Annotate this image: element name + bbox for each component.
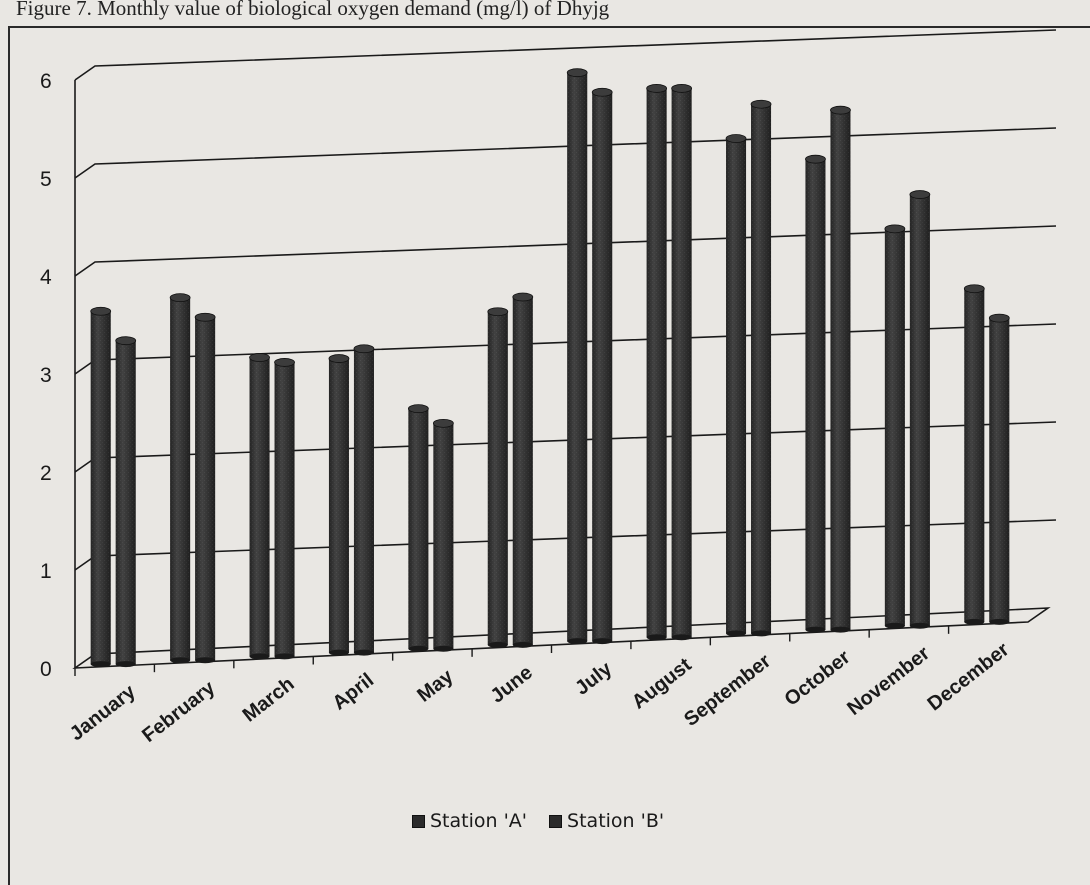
x-tick-label: February	[138, 676, 220, 747]
bar-station-a	[169, 293, 191, 664]
legend-label-station-a: Station 'A'	[430, 810, 528, 832]
figure-caption: Figure 7. Monthly value of biological ox…	[16, 0, 610, 20]
bar-station-a	[884, 224, 906, 629]
x-tick-label: July	[571, 657, 617, 700]
bar-station-b	[274, 358, 295, 660]
bar-station-b	[830, 105, 851, 633]
y-tick-label: 5	[40, 168, 52, 191]
bar-station-a	[407, 404, 429, 652]
x-tick-label: November	[843, 642, 934, 720]
x-tick-label: August	[628, 654, 696, 714]
y-tick-label: 0	[40, 658, 52, 681]
bar-station-a	[328, 354, 350, 656]
gridline	[74, 519, 1057, 571]
x-tick-label: September	[680, 650, 775, 731]
gridline	[74, 127, 1057, 179]
x-tick-label: April	[329, 669, 378, 714]
x-tick-label: December	[924, 638, 1014, 715]
legend: Station 'A' Station 'B'	[412, 810, 664, 832]
bar-station-a	[487, 307, 509, 648]
x-tick-label: January	[66, 680, 141, 745]
bar-station-b	[909, 190, 931, 629]
bar-station-b	[353, 344, 375, 656]
x-tick-label: June	[487, 662, 537, 708]
bar-station-b	[432, 418, 454, 652]
legend-label-station-b: Station 'B'	[567, 810, 665, 832]
bar-station-b	[671, 84, 693, 641]
bar-station-b	[591, 87, 613, 645]
y-tick-label: 2	[40, 462, 52, 485]
x-tick-label: October	[781, 646, 855, 711]
y-tick-label: 6	[40, 70, 52, 93]
bars	[90, 68, 1010, 668]
bar-station-a	[725, 134, 747, 637]
gridlines	[74, 29, 1057, 571]
axes	[72, 80, 1051, 676]
bar-station-a	[90, 306, 112, 668]
bar-station-a	[566, 68, 588, 645]
legend-swatch-station-b	[549, 814, 563, 828]
legend-item-station-b: Station 'B'	[549, 810, 664, 832]
x-tick-label: March	[239, 673, 299, 727]
legend-swatch-station-a	[412, 814, 425, 828]
y-tick-label: 4	[40, 266, 52, 289]
y-tick-label: 1	[40, 560, 52, 583]
gridline	[74, 225, 1057, 277]
bar-station-a	[963, 284, 985, 625]
bar-station-b	[750, 99, 772, 637]
legend-item-station-a: Station 'A'	[412, 810, 527, 832]
bar-station-a	[805, 154, 826, 633]
bar-station-b	[194, 312, 216, 664]
bar-station-b	[115, 336, 137, 668]
x-tick-label: May	[413, 665, 458, 707]
chart-frame	[8, 26, 1090, 885]
bar-station-b	[512, 292, 534, 648]
bar-station-a	[249, 353, 270, 660]
bar-station-b	[988, 313, 1010, 625]
y-tick-label: 3	[40, 364, 52, 387]
gridline	[74, 323, 1057, 375]
bar-station-a	[646, 84, 668, 641]
gridline	[74, 29, 1057, 81]
gridline	[74, 421, 1057, 473]
